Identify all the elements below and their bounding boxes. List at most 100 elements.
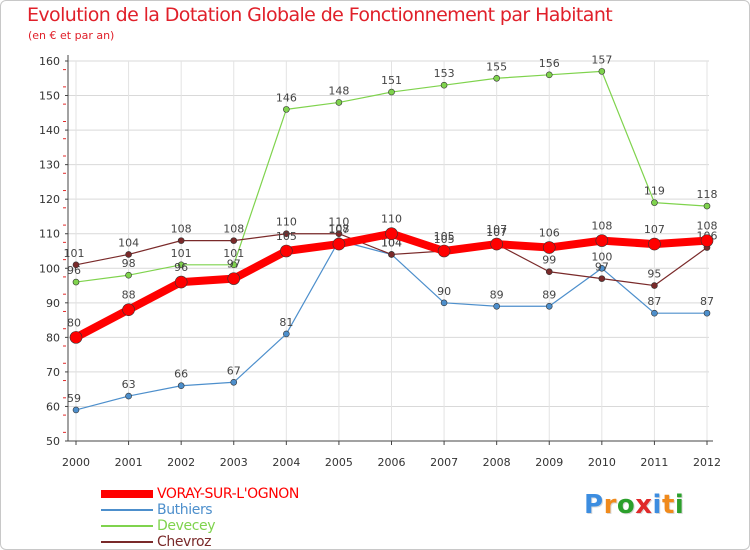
data-label: 63 bbox=[122, 378, 136, 391]
data-label: 119 bbox=[644, 185, 665, 198]
data-point bbox=[651, 199, 658, 206]
y-tick-label: 130 bbox=[39, 159, 60, 172]
data-point bbox=[177, 237, 185, 244]
data-point bbox=[385, 227, 398, 241]
data-label: 90 bbox=[437, 285, 451, 298]
logo-letter: P bbox=[584, 490, 604, 520]
data-label: 104 bbox=[381, 236, 402, 249]
data-label: 97 bbox=[227, 258, 241, 271]
y-tick-label: 70 bbox=[46, 366, 60, 379]
data-point bbox=[648, 237, 661, 251]
x-tick-label: 2005 bbox=[325, 456, 353, 469]
x-tick-label: 2002 bbox=[167, 456, 195, 469]
data-label: 66 bbox=[174, 368, 188, 381]
data-label: 155 bbox=[486, 60, 507, 73]
data-label: 108 bbox=[223, 223, 244, 236]
x-tick-label: 2012 bbox=[693, 456, 721, 469]
x-tick-label: 2003 bbox=[220, 456, 248, 469]
data-label: 107 bbox=[486, 223, 507, 236]
logo-letter: o bbox=[616, 490, 636, 520]
data-point bbox=[122, 303, 135, 317]
legend: VORAY-SUR-L'OGNON Buthiers Devecey Chevroz bbox=[101, 486, 401, 550]
data-label: 88 bbox=[122, 289, 136, 302]
data-point bbox=[595, 234, 609, 247]
proxiti-logo: Proxiti bbox=[584, 490, 684, 520]
legend-label: Chevroz bbox=[157, 534, 212, 550]
x-tick-labels: 2000 2001 2002 2003 2004 2005 2006 2007 2008 2009… bbox=[62, 441, 721, 469]
data-label: 89 bbox=[542, 288, 556, 301]
logo-letter: x bbox=[635, 490, 653, 520]
x-tick-label: 2010 bbox=[588, 456, 616, 469]
data-label: 107 bbox=[486, 226, 507, 239]
data-label: 157 bbox=[591, 53, 612, 66]
data-label: 89 bbox=[490, 288, 504, 301]
data-label: 80 bbox=[67, 316, 81, 329]
series-chevroz: 101104108108110110104105107999795106 bbox=[64, 216, 718, 289]
data-point bbox=[493, 74, 500, 82]
gridlines bbox=[68, 60, 709, 442]
legend-swatch bbox=[101, 490, 153, 498]
data-point bbox=[72, 278, 80, 286]
data-label: 151 bbox=[381, 74, 402, 87]
data-point bbox=[335, 99, 343, 106]
data-label: 105 bbox=[276, 230, 297, 243]
data-point bbox=[598, 275, 606, 282]
legend-label: Devecey bbox=[157, 518, 216, 534]
x-tick-label: 2009 bbox=[535, 456, 563, 469]
x-tick-label: 2007 bbox=[430, 456, 458, 469]
chart-subtitle: (en € et par an) bbox=[28, 29, 115, 42]
data-label: 96 bbox=[174, 261, 188, 274]
data-label: 105 bbox=[434, 230, 455, 243]
legend-label: Buthiers bbox=[157, 502, 213, 518]
legend-swatch bbox=[101, 525, 153, 527]
data-label: 87 bbox=[647, 295, 661, 308]
logo-letter: i bbox=[652, 490, 662, 520]
data-point bbox=[703, 202, 711, 210]
legend-item: Chevroz bbox=[101, 534, 401, 550]
legend-swatch bbox=[101, 509, 153, 511]
data-label: 146 bbox=[276, 91, 297, 104]
x-tick-label: 2001 bbox=[115, 456, 143, 469]
data-point bbox=[174, 275, 188, 289]
data-label: 99 bbox=[542, 254, 556, 267]
data-point bbox=[490, 237, 503, 251]
data-point bbox=[283, 230, 290, 238]
data-label: 156 bbox=[539, 57, 560, 70]
y-tick-label: 60 bbox=[46, 400, 60, 413]
data-point bbox=[72, 406, 80, 414]
data-label: 101 bbox=[171, 247, 192, 260]
data-point bbox=[230, 378, 238, 386]
data-point bbox=[598, 264, 606, 272]
legend-item: Devecey bbox=[101, 518, 401, 534]
data-label: 108 bbox=[591, 220, 612, 233]
data-point bbox=[280, 244, 293, 258]
data-label: 95 bbox=[647, 268, 661, 281]
data-label: 107 bbox=[644, 223, 665, 236]
data-point bbox=[227, 272, 241, 285]
data-point bbox=[230, 237, 238, 244]
data-label: 81 bbox=[279, 316, 293, 329]
legend-swatch bbox=[101, 541, 153, 543]
data-point bbox=[440, 81, 448, 89]
data-point bbox=[283, 330, 290, 338]
data-label: 101 bbox=[64, 247, 85, 260]
data-point bbox=[332, 237, 346, 251]
data-point bbox=[69, 331, 83, 344]
data-point bbox=[72, 261, 80, 269]
x-tick-label: 2000 bbox=[62, 456, 90, 469]
data-label: 59 bbox=[67, 392, 81, 405]
data-label: 105 bbox=[434, 233, 455, 246]
y-tick-label: 150 bbox=[39, 90, 60, 103]
data-point bbox=[437, 244, 451, 258]
chart-title: Evolution de la Dotation Globale de Fonc… bbox=[27, 4, 613, 26]
y-tick-label: 80 bbox=[46, 331, 60, 344]
data-label: 97 bbox=[595, 261, 609, 274]
data-label: 107 bbox=[328, 223, 349, 236]
data-label: 153 bbox=[434, 67, 455, 80]
data-point bbox=[542, 241, 556, 254]
legend-item: Buthiers bbox=[101, 502, 401, 518]
data-point bbox=[545, 268, 553, 276]
data-point bbox=[177, 382, 185, 390]
